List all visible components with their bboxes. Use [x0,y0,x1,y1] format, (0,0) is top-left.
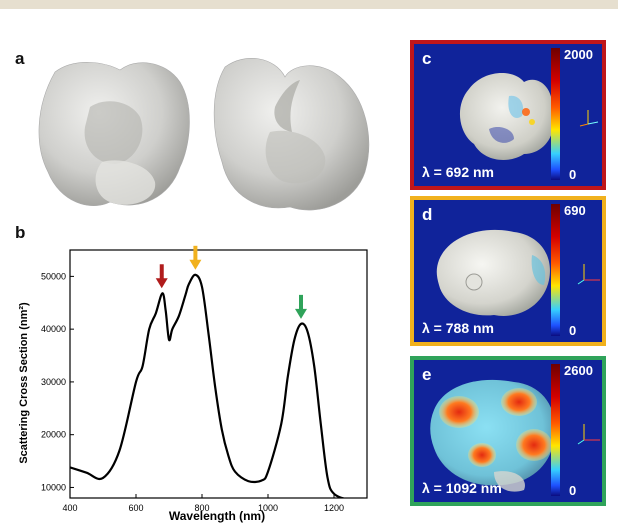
colorbar-d [551,204,560,336]
particle-view-right [213,58,370,211]
y-tick-label: 10000 [41,482,66,492]
colorbar-e-min: 0 [569,483,577,498]
simulation-panel-c: c λ = 692 nm 2000 0 [410,40,606,190]
colorbar-e-max: 2600 [564,363,593,378]
colorbar-c-max: 2000 [564,47,593,62]
axis-triad-d [577,264,600,285]
simulation-panel-e: e λ = 1092 nm 2600 0 [410,356,606,506]
x-tick-label: 600 [128,503,143,513]
colorbar-c [551,48,560,180]
axis-triad-c [579,110,599,127]
colorbar-e [551,364,560,496]
peak-arrow [189,245,202,270]
x-tick-label: 800 [194,503,209,513]
peak-arrow [155,264,168,289]
chart-frame [69,249,368,499]
y-axis-label: Scattering Cross Section (nm²) [18,302,30,464]
panel-a-label: a [15,49,25,68]
scattering-chart: 10000 20000 30000 40000 50000 400 600 800 1000 1… [18,245,368,523]
y-axis-ticks: 10000 20000 30000 40000 50000 [41,271,74,492]
panel-e-label: e [422,365,432,384]
peak-arrow [295,294,307,319]
plot-frame [69,249,368,499]
x-tick-label: 400 [62,503,77,513]
particle-view-left [38,62,190,206]
x-tick-label: 1200 [324,503,344,513]
particle-field-d [436,229,550,316]
series-line [70,273,347,498]
axis-triad-e [577,424,600,445]
colorbar-d-min: 0 [569,323,577,338]
y-tick-label: 50000 [41,271,66,281]
panel-e-wavelength: λ = 1092 nm [422,480,502,496]
nanoparticle-renderings [38,58,370,211]
y-tick-label: 40000 [41,324,66,334]
y-tick-label: 20000 [41,430,66,440]
particle-field-c [459,72,554,160]
y-tick-label: 30000 [41,377,66,387]
panel-c-label: c [422,49,432,68]
x-tick-label: 1000 [258,503,278,513]
panel-d-wavelength: λ = 788 nm [422,320,494,336]
panel-c-wavelength: λ = 692 nm [422,164,494,180]
colorbar-c-min: 0 [569,167,577,182]
panel-b-label: b [15,223,26,242]
peak-arrows [155,245,307,319]
top-bar [0,0,618,9]
simulation-panel-d: d λ = 788 nm 690 0 [410,196,606,346]
panel-d-label: d [422,205,433,224]
x-axis-label: Wavelength (nm) [169,509,265,523]
particle-field-e [430,379,555,492]
colorbar-d-max: 690 [564,203,586,218]
